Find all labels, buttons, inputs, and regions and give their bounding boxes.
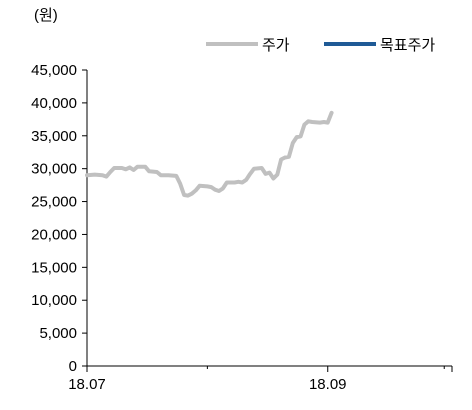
x-tick-label: 18.07	[68, 376, 106, 393]
y-tick-label: 45,000	[31, 62, 77, 79]
y-tick-label: 5,000	[39, 325, 77, 342]
y-tick-label: 10,000	[31, 292, 77, 309]
y-tick-label: 40,000	[31, 95, 77, 112]
y-tick-label: 20,000	[31, 226, 77, 243]
y-tick-label: 0	[69, 358, 77, 375]
legend-label: 목표주가	[380, 37, 435, 54]
x-axis: 18.07 18.09	[68, 365, 453, 393]
y-tick-label: 30,000	[31, 161, 77, 178]
y-axis: 0 5,000 10,000 15,000 20,000 25,000 30,000 35,0…	[31, 62, 88, 375]
y-tick-label: 15,000	[31, 259, 77, 276]
series-line	[85, 110, 334, 198]
x-tick-label: 18.09	[309, 376, 347, 393]
legend-label: 주가	[262, 37, 290, 54]
plot-series	[85, 110, 334, 198]
y-tick-label: 25,000	[31, 194, 77, 211]
unit-label: (원)	[34, 7, 58, 24]
legend: 주가 목표주가	[206, 37, 435, 54]
y-tick-label: 35,000	[31, 128, 77, 145]
